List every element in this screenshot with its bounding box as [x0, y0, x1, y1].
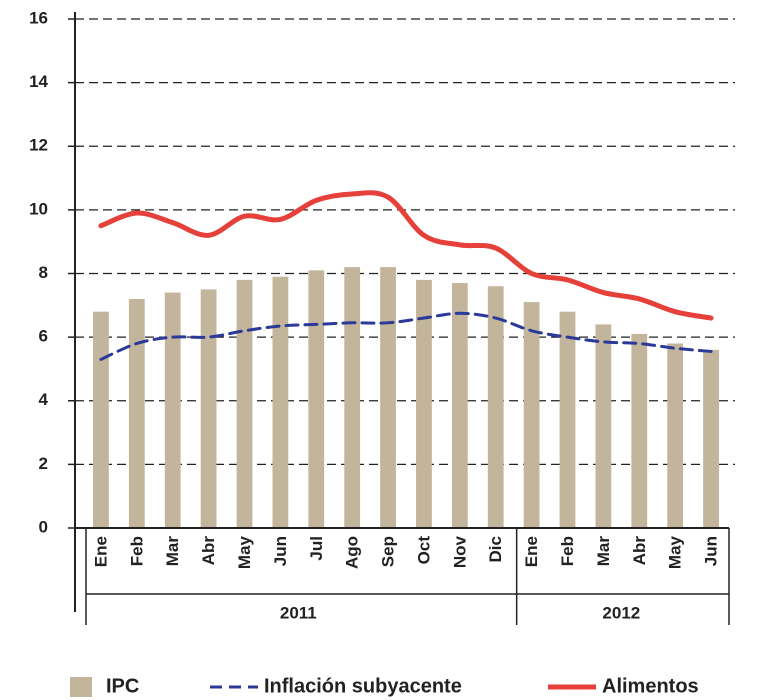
bar — [595, 324, 612, 528]
bar — [416, 279, 432, 528]
x-tick-label: Feb — [127, 536, 146, 566]
legend-label: Alimentos — [602, 675, 699, 697]
bar — [164, 292, 181, 528]
y-tick-label: 12 — [29, 136, 48, 155]
x-tick-label: May — [666, 535, 685, 569]
y-tick-label: 4 — [39, 390, 49, 409]
x-tick-label: Dic — [486, 536, 505, 562]
bar — [128, 298, 145, 528]
x-tick-label: Mar — [594, 536, 613, 567]
bar — [703, 349, 719, 528]
x-tick-group: Jun — [702, 536, 721, 566]
x-tick-group: Dic — [486, 536, 505, 562]
x-tick-group: Abr — [630, 536, 649, 566]
x-tick-label: Abr — [199, 536, 218, 566]
bar — [200, 289, 217, 528]
x-tick-group: Mar — [594, 536, 613, 567]
x-tick-label: Ene — [91, 536, 110, 567]
bar — [272, 276, 289, 528]
x-tick-label: Jun — [702, 536, 721, 566]
bar — [451, 283, 468, 528]
x-tick-group: Mar — [163, 536, 182, 567]
y-tick-label: 0 — [39, 517, 48, 536]
x-tick-label: Nov — [450, 535, 469, 568]
x-tick-label: Ago — [343, 536, 362, 569]
bar — [236, 279, 253, 528]
x-tick-label: Sep — [379, 536, 398, 567]
x-tick-label: Oct — [414, 536, 433, 565]
x-tick-label: Abr — [630, 536, 649, 566]
bar — [344, 267, 361, 528]
x-tick-group: Ene — [522, 536, 541, 567]
bar — [667, 343, 684, 528]
line — [98, 190, 714, 321]
x-tick-group: May — [666, 535, 685, 569]
y-tick-label: 14 — [29, 72, 48, 91]
y-tick-label: 16 — [29, 8, 48, 27]
legend-label: IPC — [106, 675, 139, 697]
y-tick-label: 10 — [29, 199, 48, 218]
x-tick-group: Feb — [127, 536, 146, 566]
x-tick-label: Mar — [163, 536, 182, 567]
x-tick-group: Abr — [199, 536, 218, 566]
y-tick-label: 8 — [39, 263, 48, 282]
line — [99, 311, 713, 361]
x-tick-group: Feb — [558, 536, 577, 566]
x-tick-label: Jul — [307, 536, 326, 561]
x-tick-label: May — [235, 535, 254, 569]
x-tick-label: Ene — [522, 536, 541, 567]
x-tick-group: Nov — [450, 535, 469, 568]
x-tick-group: Oct — [414, 536, 433, 565]
x-tick-group: Ago — [343, 536, 362, 569]
y-tick-label: 2 — [39, 454, 48, 473]
x-tick-group: Jul — [307, 536, 326, 561]
bar — [93, 311, 109, 528]
bar — [559, 311, 576, 528]
x-tick-group: May — [235, 535, 254, 569]
legend-label: Inflación subyacente — [264, 675, 462, 697]
x-tick-group: Sep — [379, 536, 398, 567]
x-tick-group: Jun — [271, 536, 290, 566]
legend-swatch — [70, 677, 92, 697]
group-label: 2011 — [280, 603, 317, 622]
bar — [523, 302, 540, 528]
group-label: 2012 — [602, 603, 640, 622]
bar — [308, 270, 325, 528]
x-tick-label: Feb — [558, 536, 577, 566]
x-tick-group: Ene — [91, 536, 110, 567]
y-tick-label: 6 — [39, 327, 48, 346]
bar — [631, 333, 648, 528]
bar — [487, 286, 504, 528]
x-tick-label: Jun — [271, 536, 290, 566]
bar — [380, 267, 396, 528]
